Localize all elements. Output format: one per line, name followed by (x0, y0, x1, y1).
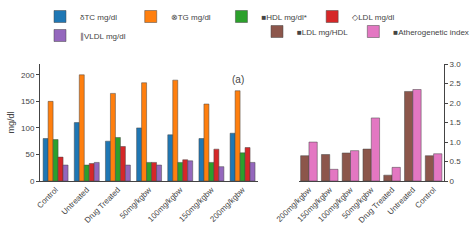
svg-text:50mg/kgbw: 50mg/kgbw (340, 185, 375, 220)
svg-text:150mg/kgbw: 150mg/kgbw (177, 185, 216, 224)
svg-text:150: 150 (21, 97, 35, 106)
svg-text:2.0: 2.0 (450, 99, 462, 108)
svg-text:0.5: 0.5 (450, 157, 462, 166)
svg-text:200: 200 (21, 71, 35, 80)
svg-text:100mg/kgbw: 100mg/kgbw (316, 185, 355, 224)
svg-text:100: 100 (21, 124, 35, 133)
svg-text:0: 0 (30, 177, 35, 186)
svg-text:mg/dl: mg/dl (6, 112, 16, 134)
svg-text:2.5: 2.5 (450, 79, 462, 88)
svg-text:⊗TG mg/dl: ⊗TG mg/dl (171, 13, 211, 22)
svg-text:δTC mg/dl: δTC mg/dl (80, 13, 117, 22)
svg-text:■LDL mg/HDL: ■LDL mg/HDL (297, 28, 348, 37)
svg-text:Untreated: Untreated (386, 185, 417, 216)
svg-text:200mg/kgbw: 200mg/kgbw (275, 185, 314, 224)
svg-text:50: 50 (25, 150, 34, 159)
svg-text:100mg/kgbw: 100mg/kgbw (146, 185, 185, 224)
svg-text:50mg/kgbw: 50mg/kgbw (118, 185, 153, 220)
svg-text:Control: Control (413, 185, 438, 210)
svg-text:■Atherogenetic index: ■Atherogenetic index (393, 28, 469, 37)
svg-text:Control: Control (35, 185, 60, 210)
svg-text:3.0: 3.0 (450, 60, 462, 69)
svg-text:Drug Treated: Drug Treated (357, 185, 396, 224)
svg-text:1.5: 1.5 (450, 118, 462, 127)
svg-text:150mg/kgbw: 150mg/kgbw (296, 185, 335, 224)
svg-text:Untreated: Untreated (60, 185, 91, 216)
svg-text:(a): (a) (232, 74, 244, 85)
svg-text:0: 0 (450, 177, 455, 186)
svg-text:200mg/kgbw: 200mg/kgbw (208, 185, 247, 224)
svg-text:◇LDL mg/dl: ◇LDL mg/dl (352, 13, 394, 22)
svg-text:∥VLDL mg/dl: ∥VLDL mg/dl (80, 32, 126, 41)
svg-text:■HDL mg/dl*: ■HDL mg/dl* (261, 13, 306, 22)
svg-text:1.0: 1.0 (450, 138, 462, 147)
svg-text:Drug Treated: Drug Treated (83, 185, 122, 224)
